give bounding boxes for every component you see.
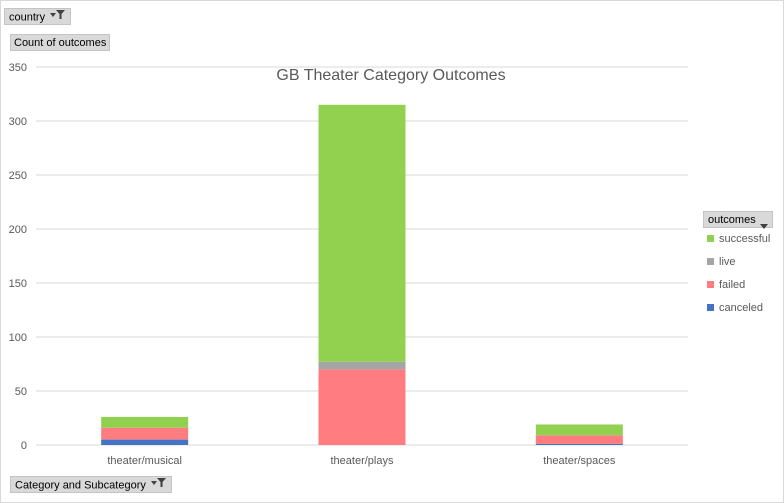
legend-label: live <box>719 256 736 268</box>
bar-segment-failed[interactable] <box>318 369 406 445</box>
legend-item-canceled[interactable]: canceled <box>707 301 763 315</box>
legend-item-successful[interactable]: successful <box>707 232 770 246</box>
outcomes-filter-button[interactable]: outcomes <box>703 211 773 229</box>
chart-title: GB Theater Category Outcomes <box>276 67 505 84</box>
country-filter-button[interactable]: country <box>4 8 72 26</box>
bar-segment-live[interactable] <box>318 361 406 370</box>
bar-segment-canceled[interactable] <box>535 443 623 445</box>
y-tick-label: 150 <box>9 278 27 290</box>
legend-swatch <box>707 234 714 242</box>
y-tick-label: 300 <box>9 116 27 128</box>
bar-segment-failed[interactable] <box>101 427 189 440</box>
category-filter-label: Category and Subcategory <box>15 479 146 492</box>
y-tick-label: 200 <box>9 224 27 236</box>
filter-icon <box>50 9 66 26</box>
legend-swatch <box>707 280 714 288</box>
legend-label: successful <box>719 233 771 245</box>
bar-segment-canceled[interactable] <box>101 439 189 445</box>
count-of-outcomes-field[interactable]: Count of outcomes <box>10 34 111 51</box>
legend-swatch <box>707 257 714 265</box>
bar-segment-successful[interactable] <box>535 424 623 436</box>
y-axis-ticks: 0 50 100 150 200 250 300 350 <box>9 62 27 452</box>
count-of-outcomes-label: Count of outcomes <box>14 37 107 49</box>
x-tick-label: theater/musical <box>107 455 182 467</box>
y-tick-label: 0 <box>21 440 27 452</box>
country-filter-label: country <box>9 11 46 24</box>
legend-label: canceled <box>719 302 764 314</box>
y-tick-label: 350 <box>9 62 27 74</box>
x-tick-label: theater/spaces <box>543 455 616 467</box>
x-tick-label: theater/plays <box>331 455 394 467</box>
legend-item-live[interactable]: live <box>707 255 736 269</box>
category-filter-button[interactable]: Category and Subcategory <box>10 476 172 493</box>
y-tick-label: 50 <box>15 386 27 398</box>
legend-item-failed[interactable]: failed <box>707 278 745 292</box>
legend-label: failed <box>719 279 746 291</box>
bar-segment-failed[interactable] <box>535 435 623 444</box>
chevron-down-icon <box>760 218 768 235</box>
legend-swatch <box>707 303 714 311</box>
y-tick-label: 250 <box>9 170 27 182</box>
x-axis-ticks: theater/musical theater/plays theater/spac… <box>107 455 616 467</box>
bars <box>101 104 623 445</box>
outcomes-filter-label: outcomes <box>708 214 756 226</box>
bar-segment-successful[interactable] <box>318 104 406 362</box>
y-tick-label: 100 <box>9 332 27 344</box>
bar-segment-successful[interactable] <box>101 416 189 428</box>
filter-icon <box>150 477 167 494</box>
